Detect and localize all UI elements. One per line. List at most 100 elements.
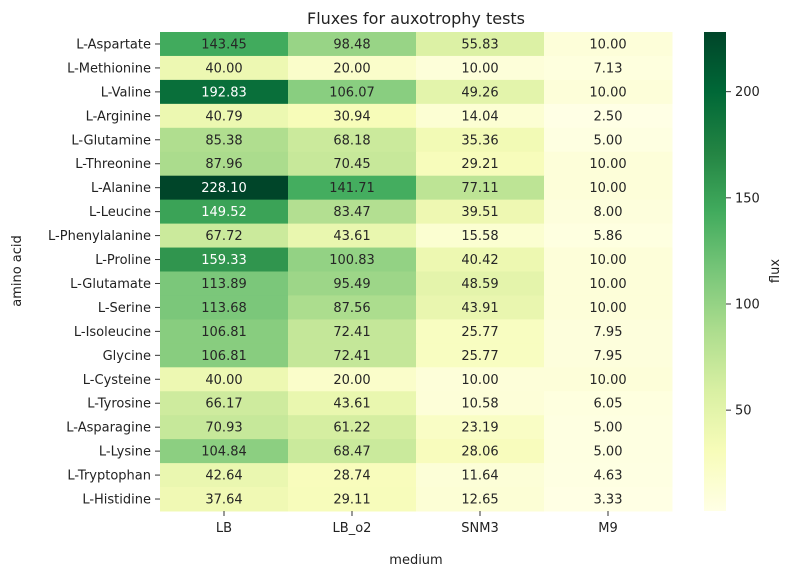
- y-axis-label: amino acid: [10, 235, 25, 307]
- x-axis-label: medium: [389, 553, 442, 568]
- heatmap-cell: [288, 32, 417, 57]
- heatmap-cell: [544, 55, 673, 81]
- colorbar-ticks: 50 100 150 200: [726, 85, 760, 419]
- cell-annotation: 40.42: [461, 253, 498, 268]
- heatmap-cell: [288, 463, 417, 488]
- y-tick-label: L-Glutamine: [71, 133, 151, 148]
- heatmap-cell: [160, 295, 289, 320]
- cell-annotation: 20.00: [333, 373, 370, 388]
- cell-annotation: 7.13: [594, 61, 623, 76]
- cell-annotation: 11.64: [461, 469, 498, 484]
- y-tick-label: L-Aspartate: [76, 37, 151, 52]
- cell-annotation: 49.26: [461, 85, 498, 100]
- heatmap-cell: [416, 151, 545, 177]
- cell-annotation: 28.74: [333, 469, 370, 484]
- heatmap-cell: [416, 223, 545, 249]
- heatmap-cell: [544, 319, 673, 344]
- cell-annotation: 10.00: [461, 373, 498, 388]
- heatmap-cell: [288, 247, 417, 272]
- cell-annotation: 104.84: [201, 445, 247, 460]
- heatmap-cell: [544, 199, 673, 225]
- x-tick-label: M9: [598, 521, 618, 536]
- y-tick-label: L-Arginine: [86, 109, 151, 124]
- cell-annotation: 67.72: [205, 229, 242, 244]
- heatmap-cell: [544, 79, 673, 105]
- y-tick-label: L-Glutamate: [70, 277, 151, 292]
- cell-annotation: 98.48: [333, 37, 370, 52]
- cell-annotation: 40.00: [205, 61, 242, 76]
- heatmap-cell: [288, 487, 417, 512]
- colorbar-tick-label: 200: [735, 85, 760, 100]
- cell-annotation: 70.93: [205, 421, 242, 436]
- cell-annotation: 100.83: [329, 253, 375, 268]
- cell-annotation: 87.56: [333, 301, 370, 316]
- heatmap-cell: [544, 151, 673, 177]
- cell-annotation: 10.58: [461, 397, 498, 412]
- x-tick-label: SNM3: [461, 521, 498, 536]
- cell-annotation: 43.61: [333, 397, 370, 412]
- heatmap-cell: [416, 391, 545, 416]
- heatmap-cell: [160, 247, 289, 272]
- colorbar-tick-label: 100: [735, 297, 760, 312]
- heatmap-cell: [544, 343, 673, 368]
- cell-annotation: 42.64: [205, 469, 242, 484]
- heatmap-cell: [288, 151, 417, 177]
- heatmap-cell: [416, 127, 545, 153]
- heatmap-cell: [160, 199, 289, 225]
- cell-annotation: 228.10: [201, 181, 247, 196]
- heatmap-cell: [416, 439, 545, 464]
- cell-annotation: 37.64: [205, 493, 242, 508]
- heatmap-cell: [288, 103, 417, 129]
- heatmap-cell: [544, 439, 673, 464]
- cell-annotation: 192.83: [201, 85, 247, 100]
- cell-annotation: 149.52: [201, 205, 247, 220]
- heatmap-cell: [544, 391, 673, 416]
- cell-annotation: 106.81: [201, 349, 247, 364]
- heatmap-cell: [288, 391, 417, 416]
- heatmap-cell: [416, 319, 545, 344]
- y-tick-label: L-Proline: [95, 253, 151, 268]
- cell-annotation: 10.00: [589, 181, 626, 196]
- heatmap-cell: [288, 199, 417, 225]
- heatmap-cell: [160, 55, 289, 81]
- heatmap-cell: [160, 223, 289, 249]
- heatmap-cell: [416, 32, 545, 57]
- heatmap-cell: [416, 79, 545, 105]
- heatmap-cell: [544, 247, 673, 272]
- heatmap-cell: [416, 199, 545, 225]
- y-tick-label: L-Phenylalanine: [48, 229, 151, 244]
- x-tick-labels: LB LB_o2 SNM3 M9: [216, 511, 618, 536]
- colorbar-tick-label: 150: [735, 191, 760, 206]
- y-tick-label: L-Tyrosine: [87, 397, 151, 412]
- heatmap-cell: [544, 367, 673, 392]
- heatmap-cell: [288, 175, 417, 201]
- cell-annotation: 5.00: [594, 421, 623, 436]
- cell-annotation: 70.45: [333, 157, 370, 172]
- heatmap-cell: [288, 55, 417, 81]
- heatmap-cell: [544, 127, 673, 153]
- heatmap-cell: [544, 223, 673, 249]
- heatmap-cell: [160, 439, 289, 464]
- cell-annotation: 113.68: [201, 301, 247, 316]
- heatmap-cell: [288, 79, 417, 105]
- heatmap-cell: [160, 271, 289, 296]
- cell-annotation: 113.89: [201, 277, 247, 292]
- heatmap-cell: [416, 415, 545, 440]
- cell-annotation: 20.00: [333, 61, 370, 76]
- heatmap-cell: [160, 415, 289, 440]
- heatmap-cell: [288, 223, 417, 249]
- cell-annotation: 7.95: [594, 325, 623, 340]
- y-tick-label: L-Isoleucine: [74, 325, 151, 340]
- heatmap-cell: [160, 79, 289, 105]
- heatmap-cell: [416, 103, 545, 129]
- cell-annotation: 68.47: [333, 445, 370, 460]
- heatmap-cell: [288, 295, 417, 320]
- cell-annotation: 95.49: [333, 277, 370, 292]
- cell-annotation: 72.41: [333, 325, 370, 340]
- heatmap-cell: [160, 487, 289, 512]
- heatmap-cell: [416, 247, 545, 272]
- heatmap-cell: [544, 103, 673, 129]
- heatmap-cell: [160, 127, 289, 153]
- cell-annotation: 25.77: [461, 325, 498, 340]
- heatmap-cell: [160, 367, 289, 392]
